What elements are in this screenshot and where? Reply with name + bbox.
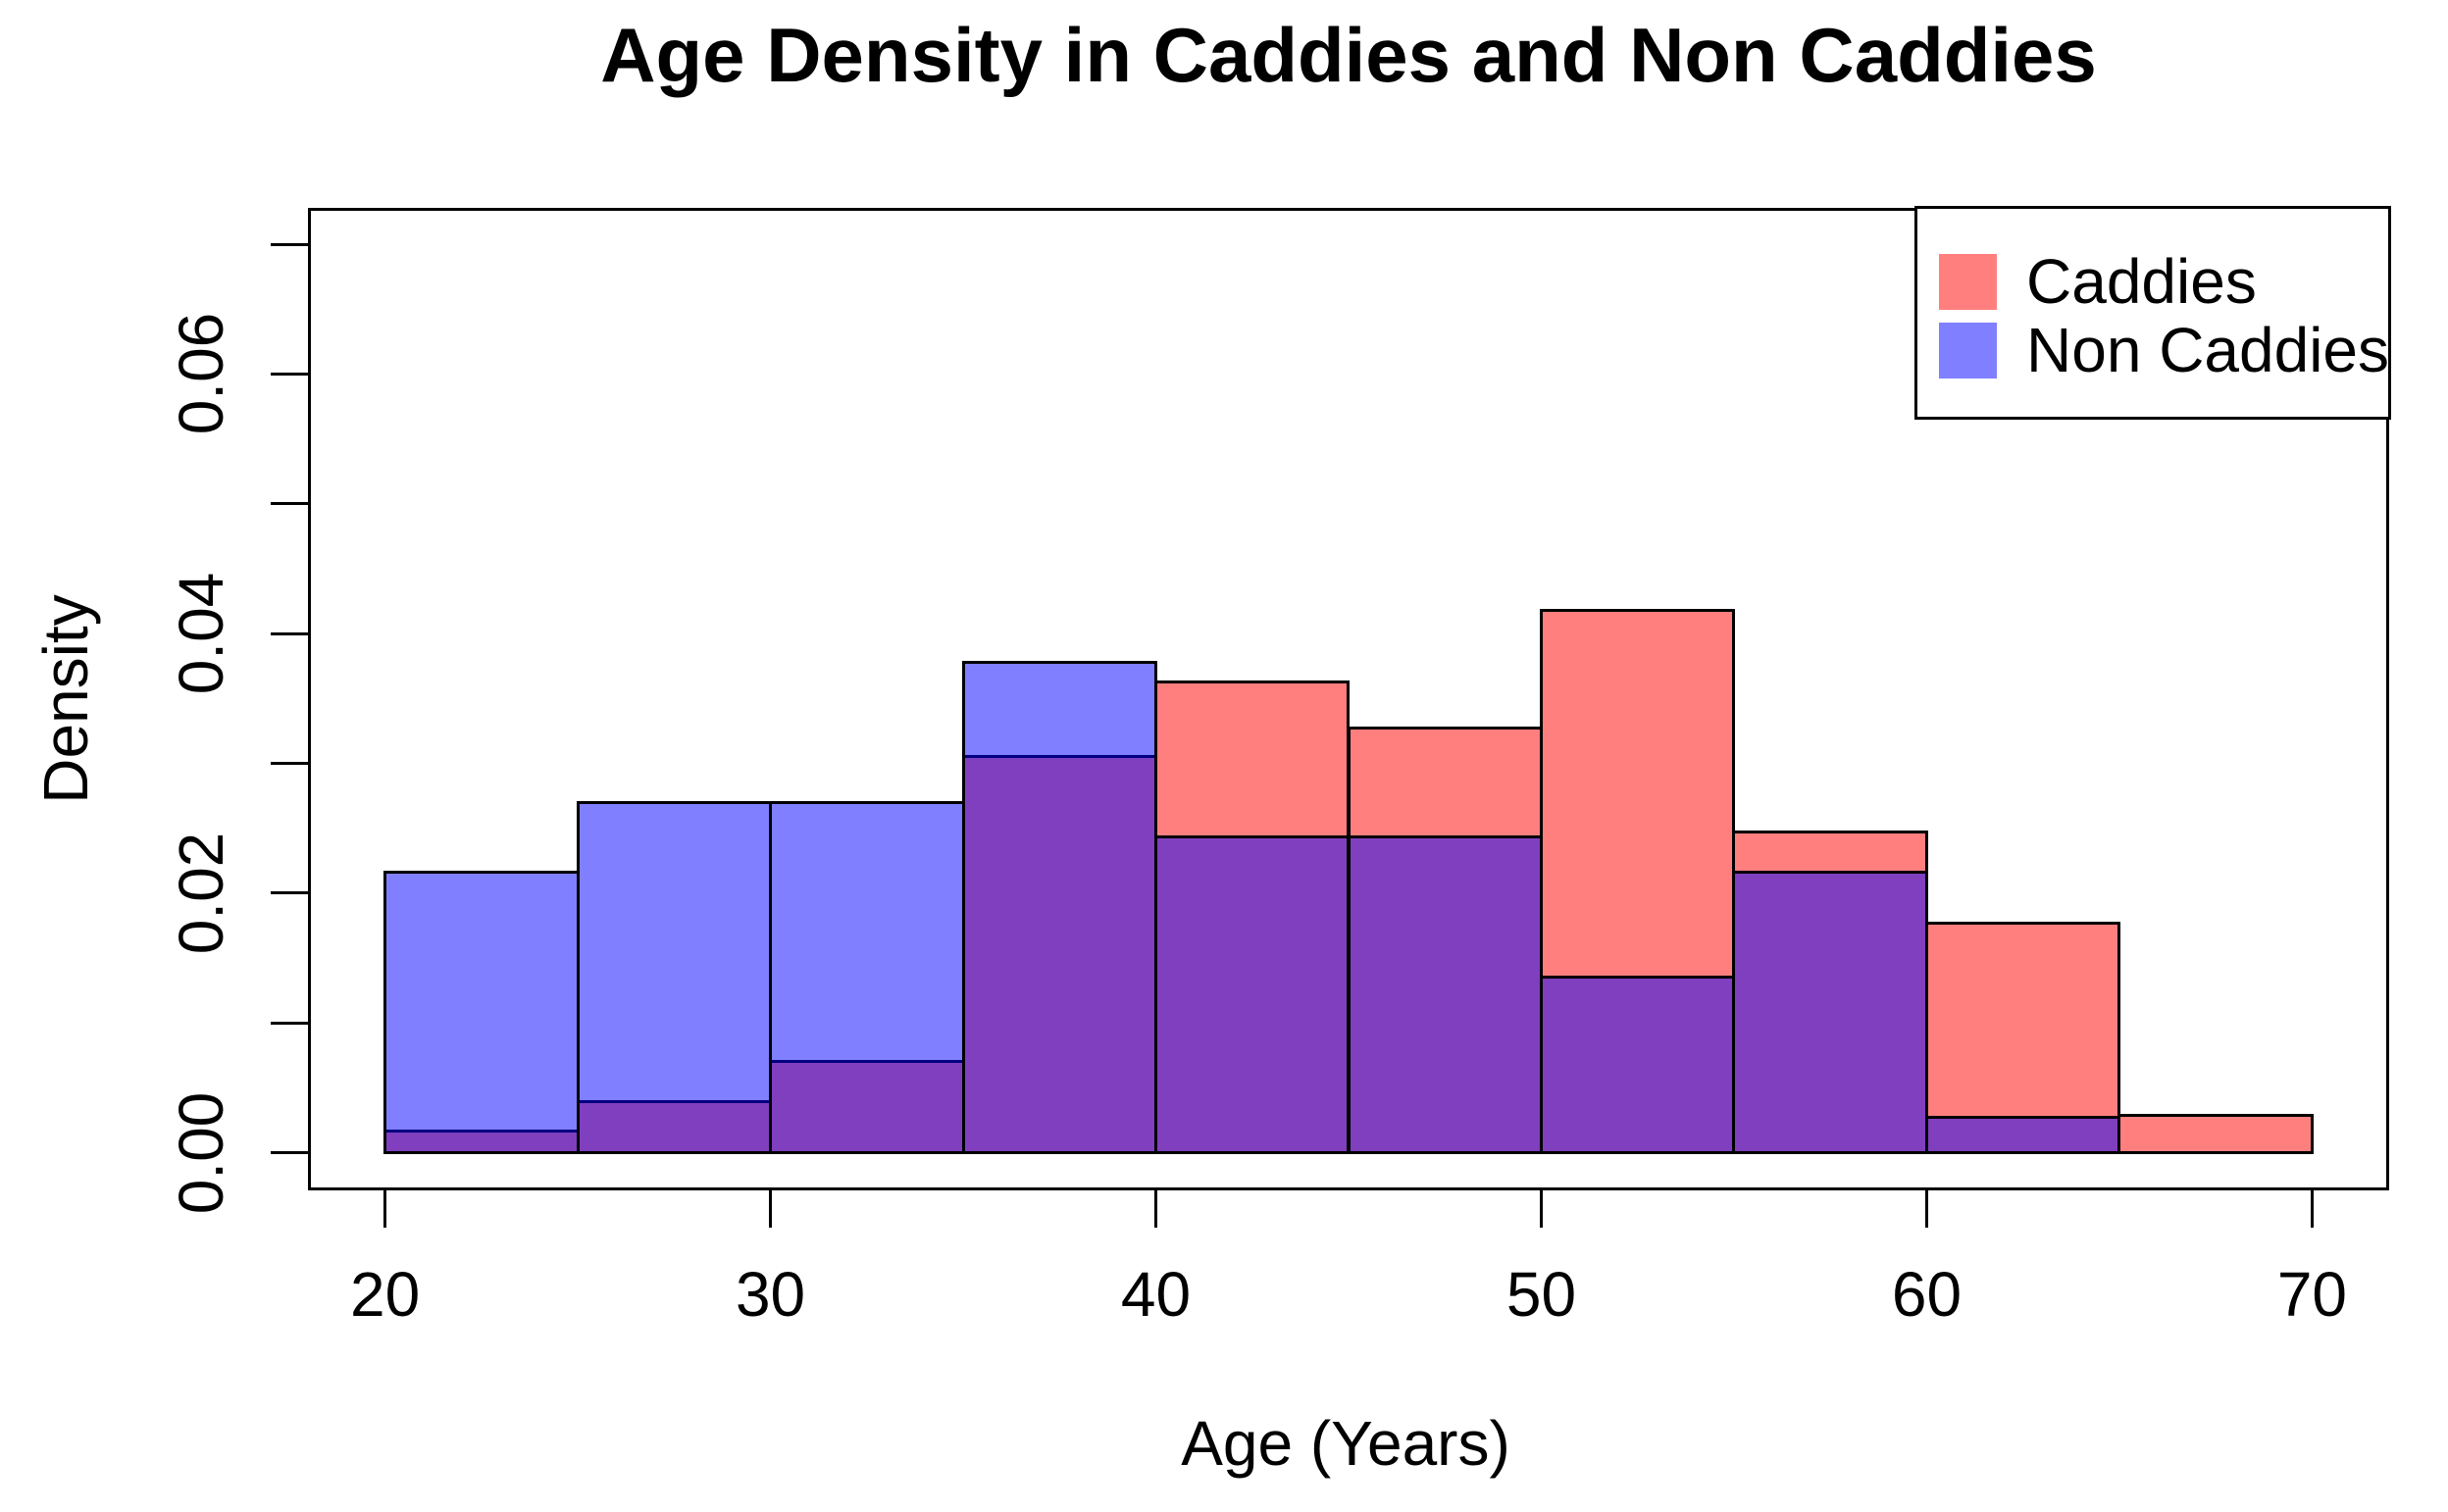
x-tick-label: 30 <box>735 1259 806 1330</box>
y-axis-tick <box>271 372 308 376</box>
x-tick-label: 40 <box>1120 1259 1192 1330</box>
histogram-bar-caddies-65-70 <box>2117 1113 2314 1155</box>
y-axis-tick <box>271 891 308 895</box>
histogram-bar-caddies-60-65 <box>1924 921 2121 1155</box>
x-axis-tick <box>1539 1190 1543 1228</box>
x-axis-tick <box>383 1190 387 1228</box>
y-axis-title: Density <box>30 594 101 804</box>
y-tick-label: 0.02 <box>166 832 236 955</box>
histogram-bar-non-caddies-30-35 <box>769 800 965 1155</box>
legend-label: Caddies <box>2026 246 2257 317</box>
histogram-bar-non-caddies-50-55 <box>1539 976 1736 1155</box>
y-axis-tick <box>271 1151 308 1155</box>
histogram-bar-non-caddies-20-25 <box>383 871 580 1155</box>
x-tick-label: 20 <box>349 1259 421 1330</box>
x-axis-tick <box>2310 1190 2314 1228</box>
legend-item: Caddies <box>1939 246 2257 317</box>
y-tick-label: 0.04 <box>166 572 236 695</box>
histogram-bar-non-caddies-45-50 <box>1347 835 1543 1155</box>
legend-swatch <box>1939 253 1997 310</box>
histogram-bar-non-caddies-40-45 <box>1154 835 1351 1155</box>
y-tick-label: 0.06 <box>166 313 236 435</box>
y-axis-tick <box>271 1021 308 1025</box>
x-axis-tick <box>1924 1190 1928 1228</box>
x-axis-title: Age (Years) <box>1181 1408 1510 1479</box>
legend: Caddies Non Caddies <box>1914 206 2391 420</box>
legend-swatch <box>1939 322 1997 378</box>
legend-item: Non Caddies <box>1939 315 2389 385</box>
y-axis-tick <box>271 762 308 766</box>
x-axis-tick <box>1154 1190 1158 1228</box>
y-axis-tick <box>271 502 308 506</box>
plot-area <box>308 208 2389 1190</box>
chart-title: Age Density in Caddies and Non Caddies <box>600 12 2097 98</box>
histogram-bar-non-caddies-25-30 <box>576 800 773 1155</box>
x-tick-label: 70 <box>2276 1259 2347 1330</box>
x-axis-tick <box>769 1190 773 1228</box>
x-tick-label: 50 <box>1505 1259 1577 1330</box>
legend-label: Non Caddies <box>2026 315 2389 385</box>
histogram-bar-non-caddies-55-60 <box>1732 871 1928 1155</box>
histogram-bar-non-caddies-60-65 <box>1924 1116 2121 1155</box>
x-tick-label: 60 <box>1891 1259 1963 1330</box>
y-axis-tick <box>271 631 308 635</box>
y-tick-label: 0.00 <box>166 1091 236 1214</box>
y-axis-tick <box>271 242 308 246</box>
histogram-bar-non-caddies-35-40 <box>961 660 1157 1155</box>
